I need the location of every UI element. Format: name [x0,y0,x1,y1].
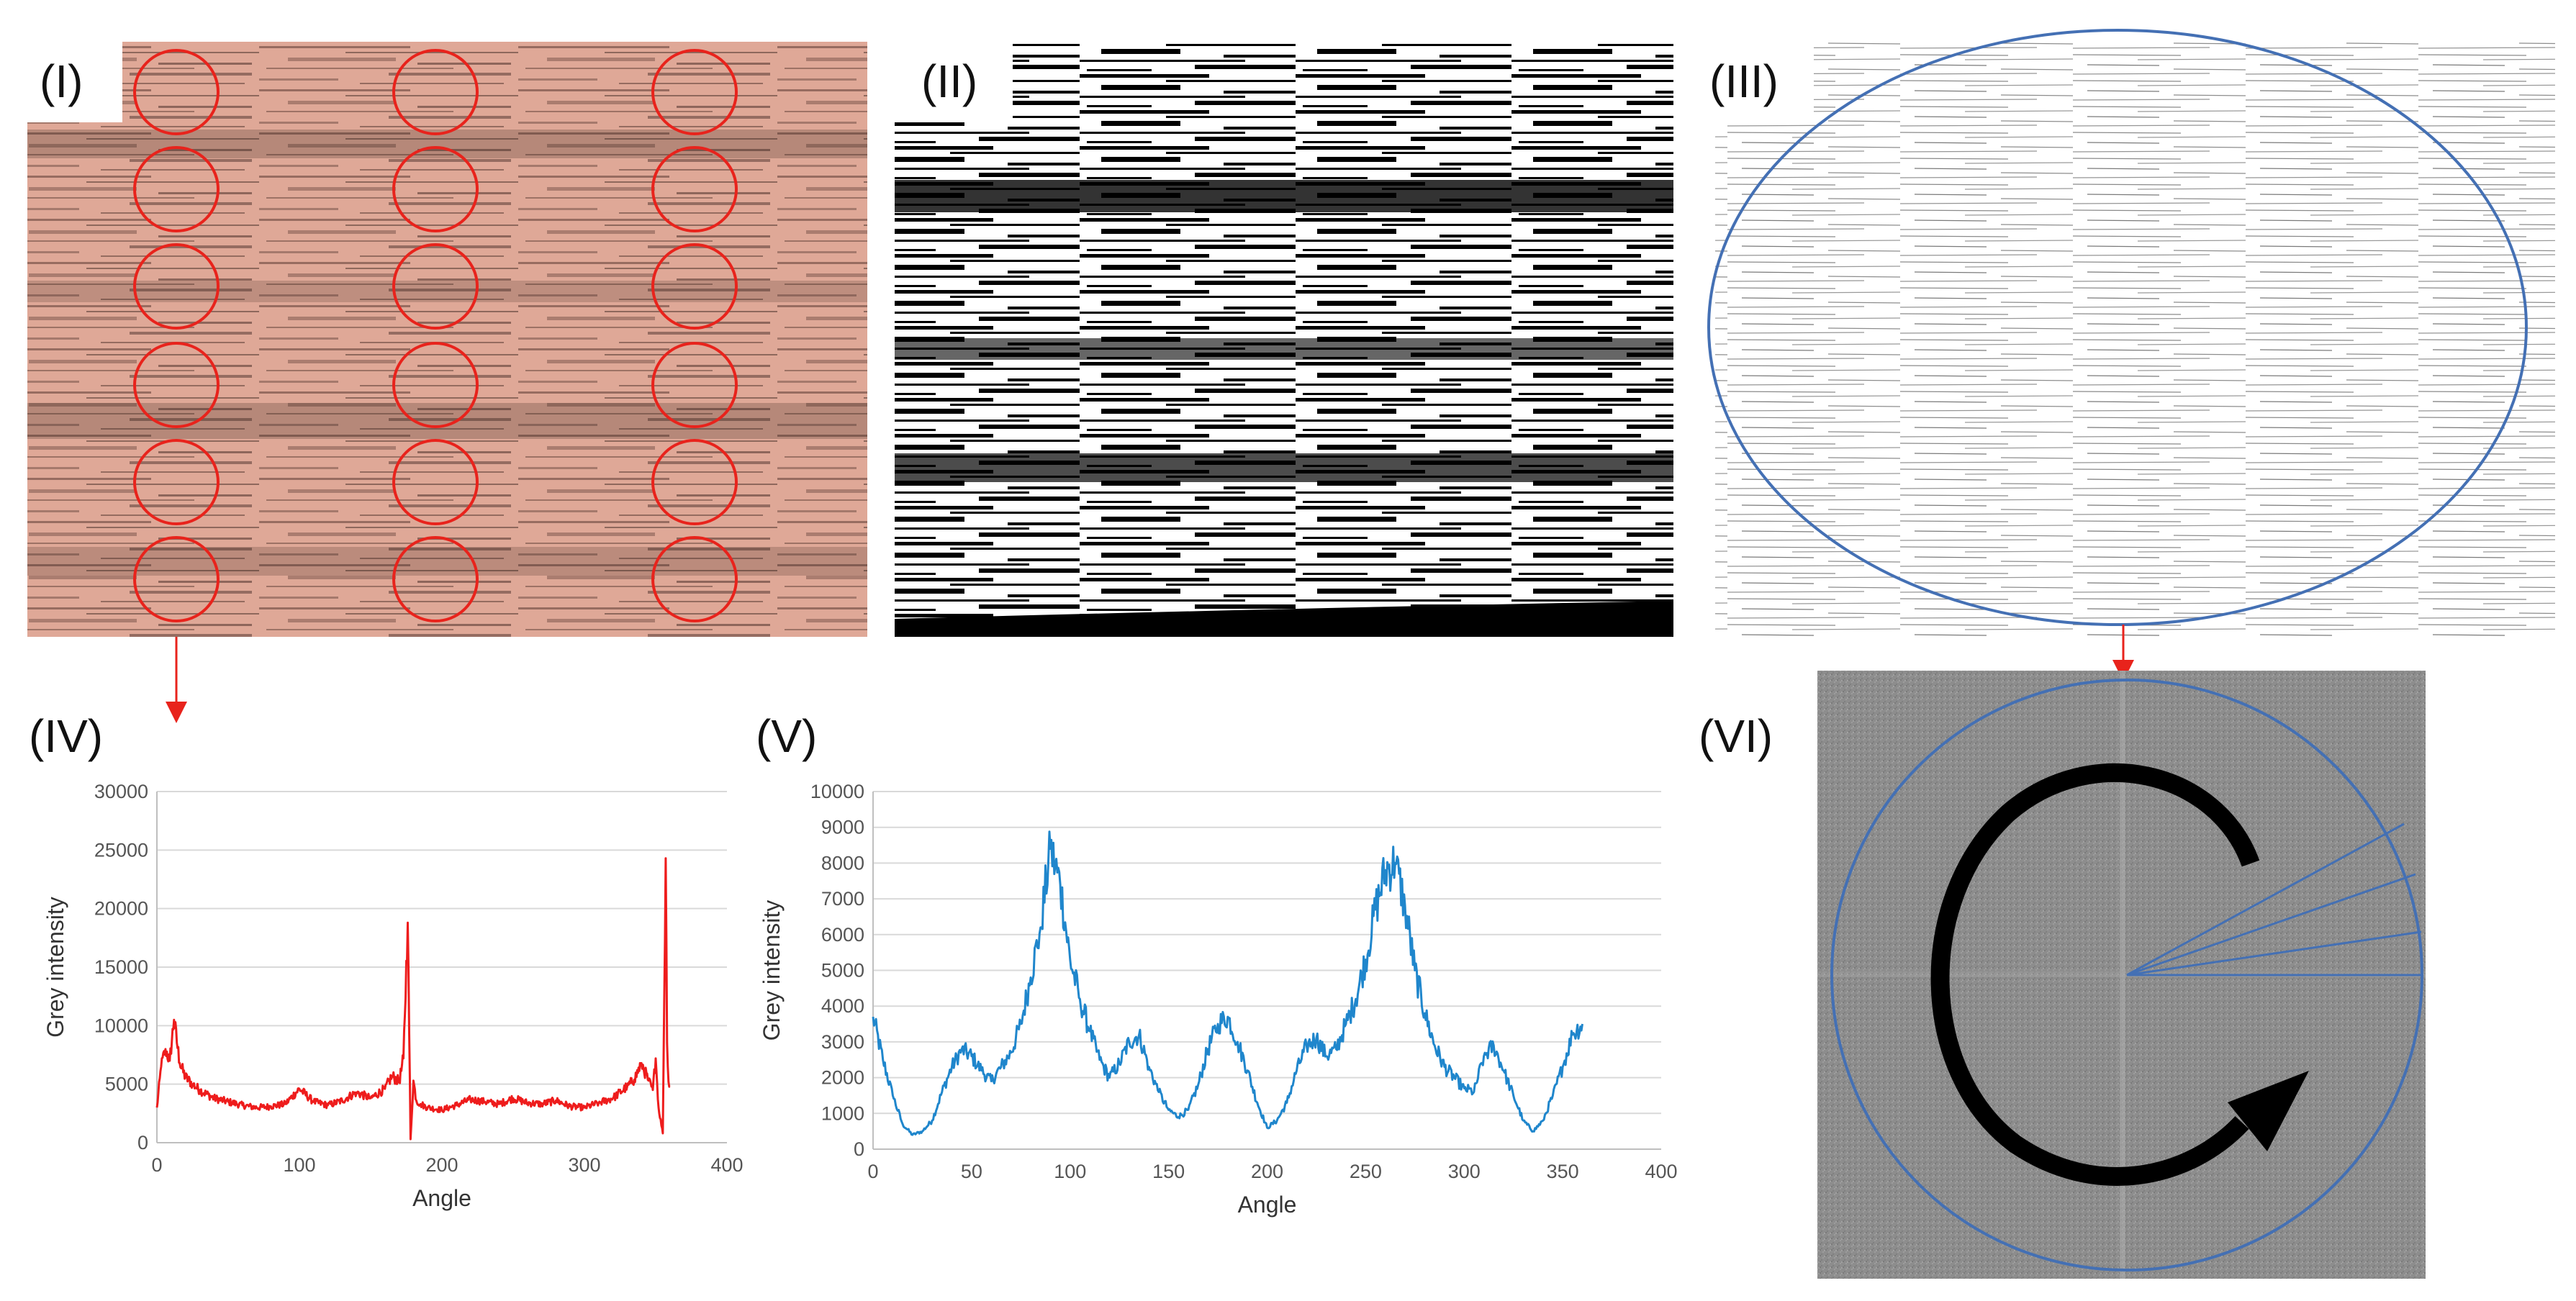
sampling-circle [651,49,738,135]
sampling-circle [651,342,738,428]
x-tick-label: 400 [710,1154,743,1176]
panel-III: (III) [1707,29,2555,637]
x-tick-label: 350 [1547,1161,1579,1182]
panel-label-I: (I) [40,55,83,107]
sampling-circle [651,439,738,525]
sampling-circle [133,536,220,622]
y-tick-label: 5000 [105,1074,148,1095]
y-axis-title: Grey intensity [42,897,68,1038]
angular-sector-lines [2126,822,2422,976]
y-tick-label: 1000 [821,1102,864,1124]
y-axis-title: Grey intensity [759,900,785,1041]
x-tick-label: 100 [1054,1161,1086,1182]
y-tick-label: 7000 [821,888,864,910]
x-tick-label: 150 [1152,1161,1185,1182]
y-tick-label: 6000 [821,924,864,946]
roi-ellipse [1707,29,2528,626]
sampling-circle [651,243,738,330]
y-tick-label: 10000 [94,1015,148,1036]
panel-label-IV: (IV) [29,710,103,762]
sampling-circle [392,146,479,232]
y-tick-label: 30000 [94,781,148,802]
sampling-circle [133,49,220,135]
chart-IV: 0 5000 10000 15000 20000 25000 30000 0 100 200 300… [42,781,744,1211]
y-tick-label: 0 [854,1138,864,1160]
x-tick-label: 400 [1645,1161,1677,1182]
y-tick-label: 10000 [810,781,864,802]
y-tick-label: 25000 [94,839,148,861]
x-tick-label: 0 [151,1154,162,1176]
sampling-circle [133,439,220,525]
sampling-circle [392,49,479,135]
y-tick-label: 4000 [821,995,864,1017]
y-tick-label: 9000 [821,817,864,838]
sampling-circle [133,243,220,330]
x-tick-label: 100 [283,1154,315,1176]
y-tick-label: 3000 [821,1031,864,1053]
y-tick-label: 20000 [94,898,148,920]
panel-VI: (VI) [1699,671,2426,1279]
sampling-circle [133,342,220,428]
panel-label-III: (III) [1709,55,1779,107]
panel-label-V: (V) [756,710,817,762]
x-axis-title: Angle [412,1185,471,1211]
panel-label-VI: (VI) [1699,710,1773,762]
panel-label-II: (II) [921,55,977,107]
sampling-circle [651,536,738,622]
sampling-circle [392,439,479,525]
x-tick-label: 200 [425,1154,458,1176]
x-tick-label: 300 [568,1154,600,1176]
sampling-circle [392,342,479,428]
panel-II: (II) [895,42,1673,637]
panel-I: (I) [27,42,867,637]
chart-V: 0100020003000400050006000700080009000100… [759,781,1678,1218]
sampling-circle [133,146,220,232]
micrograph-image [27,42,867,637]
sampling-circle [392,243,479,330]
sampling-circle [651,146,738,232]
sampling-circles [133,49,738,622]
panel-IV: (IV) 0 5000 10000 15000 20000 25000 30000 0 100 2… [29,710,744,1211]
x-tick-label: 250 [1350,1161,1382,1182]
sampling-circle [392,536,479,622]
panel-V: (V) 010002000300040005000600070008000900… [756,710,1678,1218]
series-line [872,830,1583,1136]
skeleton-image [1715,42,2555,637]
x-tick-label: 200 [1251,1161,1283,1182]
y-tick-label: 8000 [821,852,864,874]
x-axis-title: Angle [1238,1192,1297,1218]
y-tick-label: 0 [137,1132,148,1153]
y-tick-label: 5000 [821,960,864,982]
x-tick-label: 50 [961,1161,982,1182]
series-line [155,857,671,1141]
x-tick-label: 300 [1448,1161,1481,1182]
rotation-arrow-icon [1930,763,2309,1186]
y-tick-label: 2000 [821,1067,864,1089]
x-tick-label: 0 [867,1161,878,1182]
binary-image [895,42,1673,637]
y-tick-label: 15000 [94,956,148,978]
